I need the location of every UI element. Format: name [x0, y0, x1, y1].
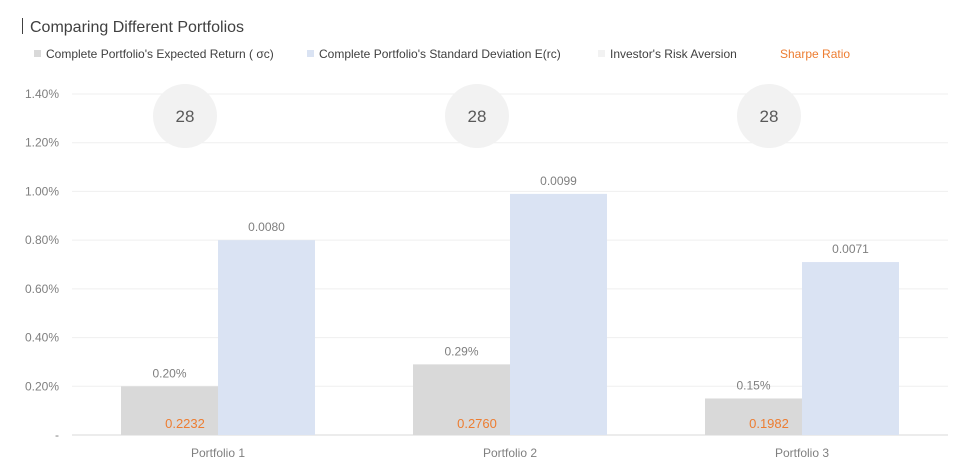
data-label-risk-aversion: 28: [176, 107, 195, 126]
data-label-expected-return: 0.29%: [444, 344, 478, 358]
data-label-std-deviation: 0.0099: [540, 174, 577, 188]
legend-item-expected-return: Complete Portfolio's Expected Return ( σ…: [34, 47, 274, 61]
bar-std-deviation: [510, 193, 607, 435]
chart-title-text: Comparing Different Portfolios: [30, 19, 245, 36]
chart-title: Comparing Different Portfolios: [22, 18, 244, 37]
legend-label-risk-aversion: Investor's Risk Aversion: [610, 47, 737, 61]
y-tick-label: -: [55, 428, 59, 442]
bubble-risk-aversion: [445, 84, 509, 148]
bar-expected-return: [413, 364, 510, 435]
y-tick-label: 0.40%: [25, 331, 59, 345]
legend-item-sharpe-ratio: Sharpe Ratio: [780, 47, 850, 61]
legend-item-risk-aversion: Investor's Risk Aversion: [598, 47, 737, 61]
data-label-sharpe-ratio: 0.1982: [749, 416, 789, 431]
legend-label-expected-return: Complete Portfolio's Expected Return ( σ…: [46, 47, 274, 61]
data-label-std-deviation: 0.0080: [248, 220, 285, 234]
bar-std-deviation: [218, 240, 315, 435]
data-label-sharpe-ratio: 0.2232: [165, 416, 205, 431]
x-tick-label: Portfolio 3: [775, 446, 829, 460]
data-label-expected-return: 0.15%: [736, 378, 770, 392]
x-tick-label: Portfolio 1: [191, 446, 245, 460]
x-tick-label: Portfolio 2: [483, 446, 537, 460]
legend-item-std-deviation: Complete Portfolio's Standard Deviation …: [307, 47, 561, 61]
bar-expected-return: [121, 386, 218, 435]
bar-std-deviation: [802, 262, 899, 435]
data-label-risk-aversion: 28: [760, 107, 779, 126]
y-tick-label: 0.20%: [25, 379, 59, 393]
legend-swatch-std-deviation: [307, 50, 314, 57]
data-label-std-deviation: 0.0071: [832, 242, 869, 256]
y-tick-label: 0.80%: [25, 233, 59, 247]
bubble-risk-aversion: [737, 84, 801, 148]
legend-label-sharpe-ratio: Sharpe Ratio: [780, 47, 851, 61]
data-label-risk-aversion: 28: [468, 107, 487, 126]
legend-label-std-deviation: Complete Portfolio's Standard Deviation …: [319, 47, 561, 61]
bar-expected-return: [705, 398, 802, 435]
bubble-risk-aversion: [153, 84, 217, 148]
y-tick-label: 1.00%: [25, 184, 59, 198]
title-accent-bar: [22, 18, 23, 34]
data-label-expected-return: 0.20%: [152, 366, 186, 380]
y-tick-label: 1.20%: [25, 136, 59, 150]
y-tick-label: 1.40%: [25, 87, 59, 101]
legend-swatch-expected-return: [34, 50, 41, 57]
legend-swatch-risk-aversion: [598, 50, 605, 57]
y-tick-label: 0.60%: [25, 282, 59, 296]
data-label-sharpe-ratio: 0.2760: [457, 416, 497, 431]
